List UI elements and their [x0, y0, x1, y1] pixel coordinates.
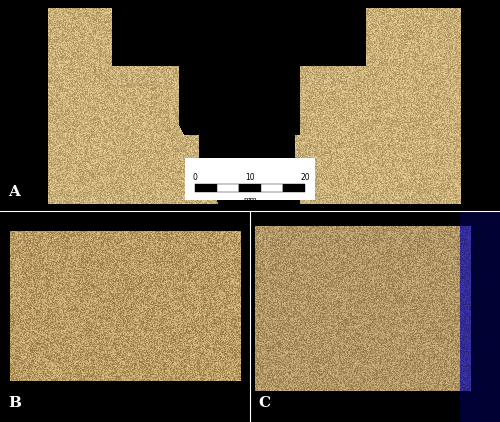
Text: 10: 10: [245, 173, 255, 182]
Bar: [195, 184, 217, 192]
Bar: [185, 158, 315, 200]
Bar: [217, 184, 239, 192]
Bar: [283, 184, 305, 192]
Text: A: A: [8, 185, 20, 199]
Bar: [261, 184, 283, 192]
Text: B: B: [8, 396, 21, 410]
Text: C: C: [258, 396, 270, 410]
Text: mm: mm: [243, 197, 257, 203]
Text: 0: 0: [192, 173, 198, 182]
Text: 20: 20: [300, 173, 310, 182]
Bar: [239, 184, 261, 192]
